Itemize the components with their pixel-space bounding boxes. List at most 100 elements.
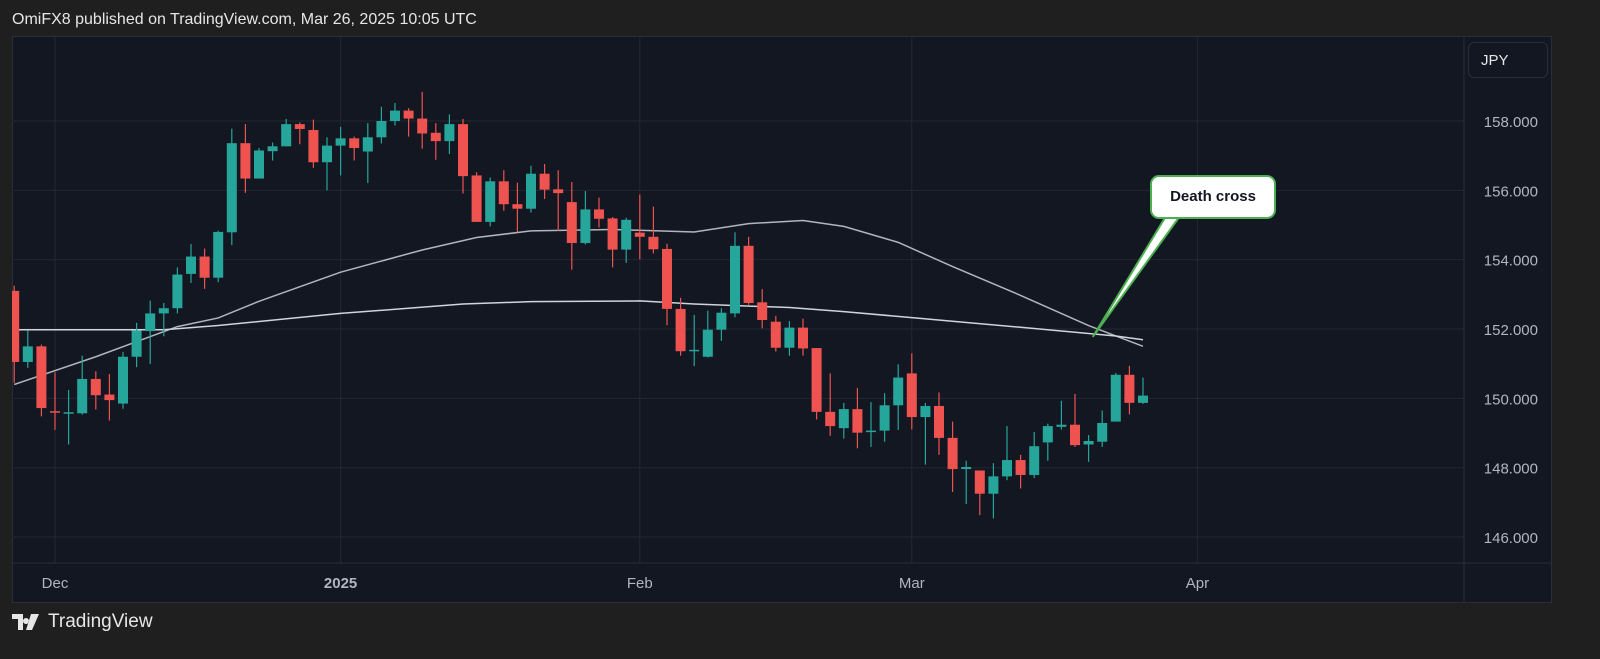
x-tick-label: Mar — [899, 575, 925, 592]
candle-body[interactable] — [607, 218, 618, 250]
candle-body[interactable] — [36, 346, 47, 409]
candle-body[interactable] — [1042, 426, 1053, 443]
candle-body[interactable] — [634, 232, 645, 237]
y-tick-label: 146.000 — [1484, 530, 1538, 547]
candle-body[interactable] — [825, 411, 836, 427]
candle-body[interactable] — [226, 143, 237, 233]
candle-body[interactable] — [648, 236, 659, 250]
candle-body[interactable] — [240, 143, 251, 179]
candle-body[interactable] — [866, 430, 876, 433]
candle-body[interactable] — [158, 308, 169, 314]
y-tick-label: 158.000 — [1484, 114, 1538, 131]
candle-body[interactable] — [281, 124, 292, 147]
candle-body[interactable] — [485, 181, 496, 222]
candle-body[interactable] — [254, 150, 264, 179]
candle-body[interactable] — [716, 312, 727, 330]
candle-body[interactable] — [879, 405, 890, 431]
candle-body[interactable] — [730, 245, 740, 314]
candle-body[interactable] — [1138, 395, 1148, 403]
y-tick-label: 150.000 — [1484, 391, 1538, 408]
candle-body[interactable] — [430, 132, 441, 142]
candle-body[interactable] — [526, 173, 536, 209]
candle-body[interactable] — [553, 189, 564, 194]
candle-body[interactable] — [621, 219, 632, 250]
y-tick-label: 156.000 — [1484, 183, 1538, 200]
candle-body[interactable] — [308, 130, 319, 163]
candle-body[interactable] — [376, 121, 387, 138]
y-tick-label: 152.000 — [1484, 322, 1538, 339]
candle-body[interactable] — [131, 330, 142, 357]
candle-body[interactable] — [566, 202, 577, 244]
candle-body[interactable] — [267, 146, 278, 152]
candle-body[interactable] — [294, 124, 305, 129]
candle-body[interactable] — [186, 256, 196, 274]
candle-body[interactable] — [594, 209, 604, 219]
candle-body[interactable] — [1083, 441, 1094, 445]
candle-body[interactable] — [22, 346, 33, 362]
candle-body[interactable] — [335, 138, 346, 146]
candle-body[interactable] — [444, 124, 455, 142]
candle-body[interactable] — [689, 349, 700, 352]
currency-label[interactable]: JPY — [1468, 42, 1548, 78]
candle-body[interactable] — [852, 409, 863, 433]
candle-body[interactable] — [675, 308, 686, 352]
candle-body[interactable] — [961, 467, 972, 470]
candle-body[interactable] — [920, 405, 931, 418]
candle-body[interactable] — [90, 378, 101, 396]
candle-body[interactable] — [349, 138, 360, 149]
candle-body[interactable] — [322, 145, 332, 163]
candle-body[interactable] — [9, 290, 20, 362]
candle-body[interactable] — [757, 302, 768, 321]
candle-body[interactable] — [784, 327, 795, 348]
candle-body[interactable] — [770, 321, 781, 348]
candle-body[interactable] — [498, 181, 509, 205]
candle-body[interactable] — [662, 248, 672, 309]
candle-body[interactable] — [1056, 424, 1067, 427]
candle-body[interactable] — [1124, 374, 1135, 403]
x-tick-label: 2025 — [324, 575, 357, 592]
candle-body[interactable] — [63, 412, 74, 414]
candle-body[interactable] — [1015, 460, 1026, 475]
candle-body[interactable] — [199, 256, 210, 278]
candle-body[interactable] — [838, 409, 849, 429]
moving-average-line-slow — [14, 300, 1144, 341]
candle-body[interactable] — [988, 476, 999, 494]
candle-body[interactable] — [811, 348, 822, 412]
candle-body[interactable] — [1097, 422, 1108, 442]
candle-body[interactable] — [77, 378, 88, 414]
candle-body[interactable] — [906, 373, 917, 418]
candle-body[interactable] — [417, 118, 428, 134]
candle-body[interactable] — [403, 110, 414, 119]
candle-body[interactable] — [1070, 424, 1080, 446]
candle-body[interactable] — [580, 209, 591, 244]
candle-body[interactable] — [893, 377, 904, 406]
tradingview-logo[interactable]: TradingView — [12, 611, 153, 633]
candle-body[interactable] — [512, 204, 523, 209]
candle-body[interactable] — [743, 245, 754, 304]
candle-body[interactable] — [1029, 446, 1040, 475]
candle-body[interactable] — [539, 173, 550, 190]
chart-panel[interactable] — [12, 36, 1552, 603]
candle-body[interactable] — [390, 110, 400, 121]
candle-body[interactable] — [798, 327, 808, 349]
candle-body[interactable] — [1110, 374, 1121, 422]
brand-name: TradingView — [48, 611, 153, 632]
candle-body[interactable] — [1002, 460, 1012, 477]
candle-body[interactable] — [213, 231, 224, 278]
candle-body[interactable] — [471, 175, 482, 222]
candle-body[interactable] — [947, 437, 958, 470]
annotation-callout[interactable]: Death cross — [1150, 175, 1276, 219]
candle-body[interactable] — [974, 470, 985, 494]
candle-body[interactable] — [172, 274, 183, 309]
x-tick-label: Dec — [42, 575, 69, 592]
candle-body[interactable] — [104, 394, 115, 401]
y-tick-label: 148.000 — [1484, 461, 1538, 478]
candle-body[interactable] — [362, 137, 373, 152]
candle-body[interactable] — [702, 329, 713, 357]
candle-body[interactable] — [145, 313, 156, 332]
candle-body[interactable] — [118, 356, 128, 404]
candle-body[interactable] — [50, 411, 60, 413]
candle-body[interactable] — [458, 124, 468, 177]
candle-body[interactable] — [934, 405, 944, 438]
